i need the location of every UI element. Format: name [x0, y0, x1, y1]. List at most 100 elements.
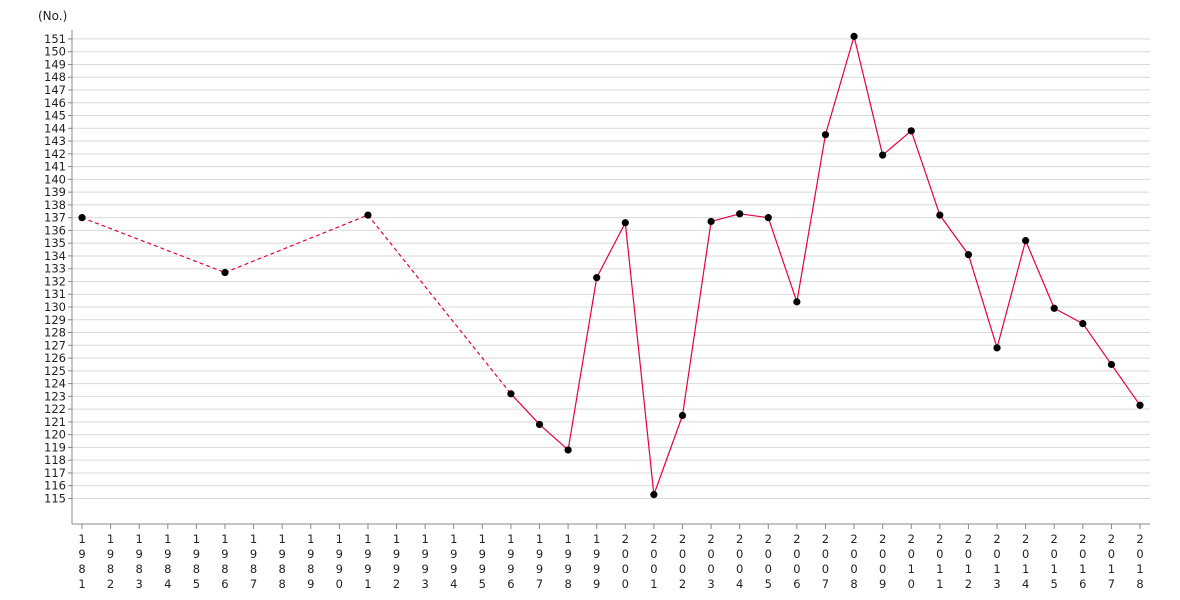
series-segment	[624, 222, 655, 495]
y-tick-label: 115	[44, 491, 66, 505]
y-tick-label: 135	[44, 236, 66, 250]
y-tick-label: 151	[44, 32, 66, 46]
y-tick-label: 143	[44, 134, 66, 148]
series-segment	[567, 277, 598, 451]
y-tick-label: 138	[44, 198, 66, 212]
series-segment	[910, 130, 941, 216]
series-segment	[1025, 240, 1055, 309]
data-point	[707, 217, 715, 226]
series-segment	[739, 213, 769, 219]
data-point	[678, 411, 687, 420]
data-point	[879, 151, 887, 159]
data-point	[850, 32, 858, 40]
data-point	[221, 268, 229, 277]
series-segment	[596, 222, 626, 278]
axes: 1151161171181191201211221231241251261271…	[44, 30, 1150, 591]
data-point	[535, 420, 544, 429]
y-tick-label: 144	[44, 121, 66, 135]
y-tick-label: 132	[44, 274, 66, 288]
y-tick-label: 131	[44, 287, 66, 301]
series-segment	[996, 240, 1027, 348]
y-axis-unit-label: (No.)	[38, 9, 67, 23]
y-tick-label: 149	[44, 57, 66, 71]
y-tick-label: 121	[44, 415, 66, 429]
series-segment	[824, 36, 855, 135]
data-point	[1050, 304, 1058, 312]
y-tick-label: 136	[44, 223, 66, 237]
series-segment	[681, 221, 712, 416]
y-tick-label: 148	[44, 70, 66, 84]
series-segment	[1053, 307, 1084, 325]
series-segment	[710, 213, 740, 223]
data-point	[936, 211, 944, 219]
data-point	[907, 127, 915, 135]
series-gap-segment	[224, 214, 369, 274]
y-tick-label: 146	[44, 96, 66, 110]
y-tick-label: 130	[44, 300, 66, 314]
series-segment	[939, 214, 969, 256]
y-tick-label: 127	[44, 338, 66, 352]
data-point	[964, 251, 973, 259]
y-tick-label: 120	[44, 428, 66, 442]
series-segment	[510, 393, 540, 425]
data-point	[764, 214, 772, 222]
data-point	[736, 210, 744, 218]
data-point	[364, 211, 372, 219]
y-tick-label: 125	[44, 364, 66, 378]
y-tick-label: 145	[44, 109, 66, 123]
data-point	[1079, 319, 1087, 328]
y-tick-label: 124	[44, 377, 66, 391]
y-tick-label: 150	[44, 45, 66, 59]
series-lines	[81, 36, 1141, 495]
data-point	[821, 131, 830, 139]
data-point	[1022, 237, 1030, 245]
data-point	[993, 344, 1001, 352]
series-segment	[853, 36, 884, 156]
series-markers	[78, 32, 1144, 499]
y-tick-label: 122	[44, 402, 66, 416]
y-tick-label: 147	[44, 83, 66, 97]
data-point	[621, 219, 629, 227]
data-point	[793, 298, 801, 306]
series-segment	[1110, 364, 1141, 406]
y-tick-label: 137	[44, 211, 66, 225]
y-tick-label: 142	[44, 147, 66, 161]
y-tick-label: 128	[44, 326, 66, 340]
data-point	[650, 491, 658, 499]
data-point	[78, 214, 86, 222]
series-segment	[653, 415, 684, 495]
y-tick-label: 123	[44, 389, 66, 403]
y-tick-label: 126	[44, 351, 66, 365]
gridlines	[72, 38, 1150, 499]
data-point	[1136, 401, 1144, 409]
series-segment	[767, 217, 798, 303]
series-segment	[1082, 323, 1112, 365]
data-point	[507, 390, 515, 398]
